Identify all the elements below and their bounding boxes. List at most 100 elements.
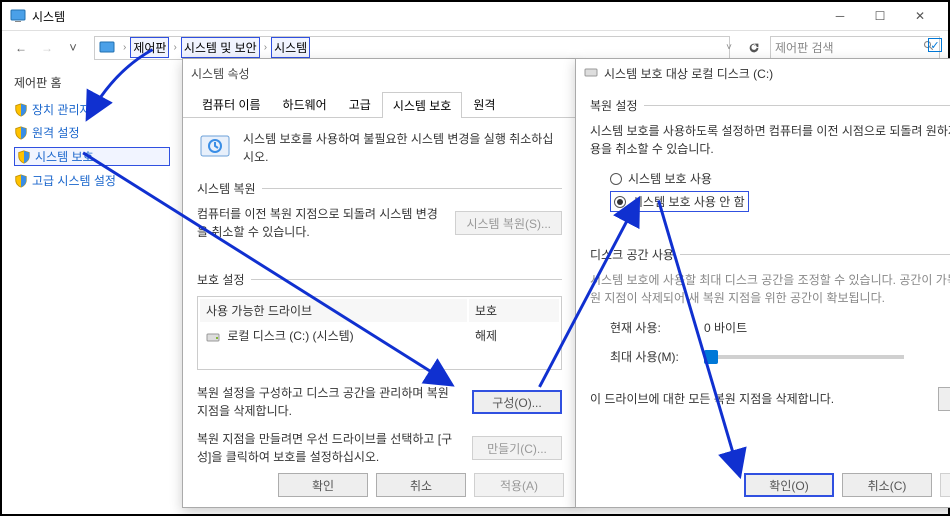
config-desc: 복원 설정을 구성하고 디스크 공간을 관리하며 복원 지점을 삭제합니다. <box>197 384 462 420</box>
drive-col-name: 사용 가능한 드라이브 <box>200 299 467 322</box>
minimize-button[interactable]: ─ <box>820 4 860 28</box>
nav-label: 장치 관리자 <box>32 101 91 118</box>
slider-thumb[interactable] <box>704 350 718 364</box>
nav-label: 원격 설정 <box>32 124 80 141</box>
back-button[interactable]: ← <box>10 37 32 59</box>
search-input[interactable]: 제어판 검색 <box>770 36 940 60</box>
tab-remote[interactable]: 원격 <box>462 91 506 117</box>
props-titlebar: 시스템 속성 <box>183 59 576 87</box>
shield-icon <box>14 126 28 140</box>
sidebar-item-advanced[interactable]: 고급 시스템 설정 <box>14 172 170 189</box>
breadcrumb-root[interactable]: 제어판 <box>130 37 169 58</box>
tab-hardware[interactable]: 하드웨어 <box>272 91 338 117</box>
config-titlebar: 시스템 보호 대상 로컬 디스크 (C:) ✕ <box>576 59 950 87</box>
cancel-button[interactable]: 취소(C) <box>842 473 932 497</box>
props-footer: 확인 취소 적용(A) <box>278 473 564 497</box>
nav-label: 시스템 보호 <box>35 148 94 165</box>
system-restore-button[interactable]: 시스템 복원(S)... <box>455 211 562 235</box>
search-placeholder: 제어판 검색 <box>775 39 834 56</box>
restore-desc: 컴퓨터를 이전 복원 지점으로 되돌려 시스템 변경을 취소할 수 있습니다. <box>197 205 445 241</box>
radio-protection-on[interactable]: 시스템 보호 사용 <box>610 170 950 187</box>
protect-section-title: 보호 설정 <box>197 271 562 288</box>
drive-icon <box>206 330 220 344</box>
breadcrumb[interactable]: › 제어판 › 시스템 및 보안 › 시스템 <box>94 36 730 60</box>
tab-system-protection[interactable]: 시스템 보호 <box>382 92 463 118</box>
restore-help: 시스템 보호를 사용하도록 설정하면 컴퓨터를 이전 시점으로 되돌려 원하지 … <box>590 122 950 158</box>
ok-button[interactable]: 확인 <box>278 473 368 497</box>
props-body: 시스템 보호를 사용하여 불필요한 시스템 변경을 실행 취소하십시오. 시스템… <box>183 118 576 488</box>
maximize-button[interactable]: ☐ <box>860 4 900 28</box>
disk-help: 시스템 보호에 사용할 최대 디스크 공간을 조정할 수 있습니다. 공간이 가… <box>590 271 950 307</box>
radio-icon <box>610 173 622 185</box>
sidebar-item-system-protection[interactable]: 시스템 보호 <box>14 147 170 166</box>
refresh-button[interactable] <box>742 36 766 60</box>
nav-label: 고급 시스템 설정 <box>32 172 116 189</box>
max-label: 최대 사용(M): <box>610 348 690 365</box>
drive-col-status: 보호 <box>469 299 559 322</box>
configure-button[interactable]: 구성(O)... <box>472 390 562 414</box>
delete-desc: 이 드라이브에 대한 모든 복원 지점을 삭제합니다. <box>590 390 928 408</box>
forward-button[interactable]: → <box>36 37 58 59</box>
restore-settings-title: 복원 설정 <box>590 97 950 114</box>
tab-advanced[interactable]: 고급 <box>338 91 382 117</box>
delete-row: 이 드라이브에 대한 모든 복원 지점을 삭제합니다. 삭제(D) <box>590 387 950 411</box>
breadcrumb-mid[interactable]: 시스템 및 보안 <box>181 37 260 58</box>
titlebar: 시스템 ─ ☐ ✕ <box>2 2 948 30</box>
nav-title: 제어판 홈 <box>14 74 170 91</box>
cancel-button[interactable]: 취소 <box>376 473 466 497</box>
config-body: 복원 설정 시스템 보호를 사용하도록 설정하면 컴퓨터를 이전 시점으로 되돌… <box>576 87 950 431</box>
drive-status: 해제 <box>469 324 559 347</box>
shield-icon <box>14 103 28 117</box>
radio-on-label: 시스템 보호 사용 <box>628 170 712 187</box>
breadcrumb-leaf[interactable]: 시스템 <box>271 37 310 58</box>
props-title-text: 시스템 속성 <box>191 65 250 82</box>
config-title-text: 시스템 보호 대상 로컬 디스크 (C:) <box>604 65 773 82</box>
drive-name: 로컬 디스크 (C:) (시스템) <box>227 329 353 343</box>
current-label: 현재 사용: <box>610 319 690 336</box>
delete-button[interactable]: 삭제(D) <box>938 387 950 411</box>
monitor-icon <box>99 40 115 56</box>
left-nav: 제어판 홈 장치 관리자 원격 설정 시스템 보호 고급 시스템 설정 <box>2 64 182 514</box>
drive-row[interactable]: 로컬 디스크 (C:) (시스템) 해제 <box>200 324 559 347</box>
config-action-row: 복원 설정을 구성하고 디스크 공간을 관리하며 복원 지점을 삭제합니다. 구… <box>197 384 562 420</box>
system-icon <box>10 8 26 24</box>
chevron-right-icon: › <box>264 42 267 53</box>
up-button[interactable]: ˅ <box>62 37 84 59</box>
drive-small-icon <box>584 65 598 82</box>
ok-button[interactable]: 확인(O) <box>744 473 834 497</box>
info-text: 시스템 보호를 사용하여 불필요한 시스템 변경을 실행 취소하십시오. <box>243 130 562 166</box>
disk-usage-title: 디스크 공간 사용 <box>590 246 950 263</box>
chevron-right-icon: › <box>123 42 126 53</box>
max-usage-row: 최대 사용(M): <box>610 348 950 365</box>
window-title: 시스템 <box>32 8 65 25</box>
chevron-right-icon: › <box>173 42 176 53</box>
dropdown-chevron-icon[interactable]: ˅ <box>726 42 732 53</box>
configure-dialog: 시스템 보호 대상 로컬 디스크 (C:) ✕ 복원 설정 시스템 보호를 사용… <box>575 58 950 508</box>
sidebar-item-device-manager[interactable]: 장치 관리자 <box>14 101 170 118</box>
apply-button[interactable]: 적용(A) <box>474 473 564 497</box>
restore-section-title: 시스템 복원 <box>197 180 562 197</box>
apply-button[interactable]: 적용(A) <box>940 473 950 497</box>
radio-off-label: 시스템 보호 사용 안 함 <box>632 193 745 210</box>
top-checkbox[interactable]: ✓ <box>928 38 942 52</box>
radio-icon <box>614 196 626 208</box>
max-usage-slider[interactable] <box>704 355 904 359</box>
system-properties-dialog: 시스템 속성 컴퓨터 이름 하드웨어 고급 시스템 보호 원격 시스템 보호를 … <box>182 58 577 508</box>
window-controls: ─ ☐ ✕ <box>820 4 940 28</box>
shield-icon <box>14 174 28 188</box>
create-desc: 복원 지점을 만들려면 우선 드라이브를 선택하고 [구성]을 클릭하여 보호를… <box>197 430 462 466</box>
tab-computer-name[interactable]: 컴퓨터 이름 <box>191 91 272 117</box>
drive-list[interactable]: 사용 가능한 드라이브 보호 로컬 디스크 (C:) (시스템) 해제 <box>197 296 562 370</box>
restore-action-row: 컴퓨터를 이전 복원 지점으로 되돌려 시스템 변경을 취소할 수 있습니다. … <box>197 205 562 241</box>
close-button[interactable]: ✕ <box>900 4 940 28</box>
current-value: 0 바이트 <box>704 319 747 336</box>
sidebar-item-remote[interactable]: 원격 설정 <box>14 124 170 141</box>
tabstrip: 컴퓨터 이름 하드웨어 고급 시스템 보호 원격 <box>183 87 576 118</box>
info-row: 시스템 보호를 사용하여 불필요한 시스템 변경을 실행 취소하십시오. <box>197 130 562 166</box>
radio-protection-off[interactable]: 시스템 보호 사용 안 함 <box>610 191 749 212</box>
create-action-row: 복원 지점을 만들려면 우선 드라이브를 선택하고 [구성]을 클릭하여 보호를… <box>197 430 562 466</box>
restore-icon <box>197 130 233 166</box>
shield-icon <box>17 150 31 164</box>
create-button[interactable]: 만들기(C)... <box>472 436 562 460</box>
config-footer: 확인(O) 취소(C) 적용(A) <box>744 473 950 497</box>
